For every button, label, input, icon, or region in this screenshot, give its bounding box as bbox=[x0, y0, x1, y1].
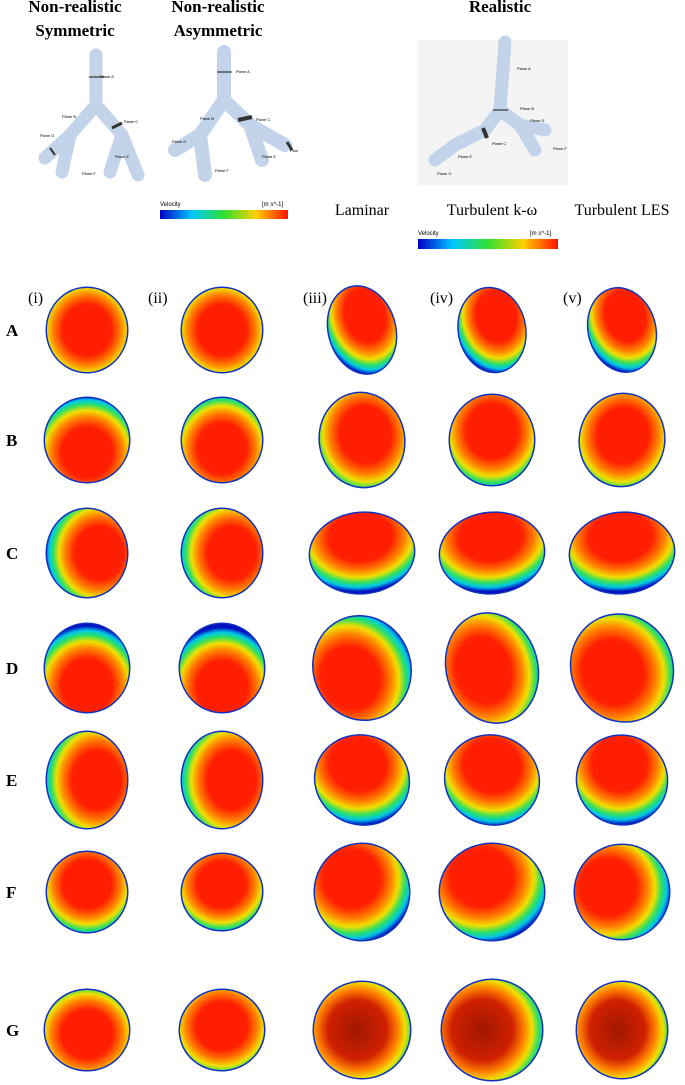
velocity-contour bbox=[182, 853, 262, 931]
method-label: Laminar bbox=[335, 202, 390, 219]
row-label: G bbox=[6, 1021, 19, 1040]
velocity-contour bbox=[579, 394, 665, 486]
airway-symmetric bbox=[38, 48, 145, 182]
method-label: Turbulent LES bbox=[575, 202, 670, 219]
plane-label: Plane E bbox=[115, 154, 129, 159]
velocity-contour bbox=[575, 845, 669, 939]
velocity-contour bbox=[440, 512, 544, 594]
airway-realistic bbox=[418, 35, 568, 185]
plane-label: Plan bbox=[290, 148, 298, 153]
row-label: E bbox=[6, 771, 17, 790]
header: Non-realistic bbox=[28, 0, 122, 16]
velocity-contour bbox=[445, 735, 539, 825]
velocity-contour bbox=[315, 735, 409, 825]
plane-label: Plane D bbox=[530, 118, 544, 123]
velocity-contour bbox=[442, 980, 542, 1080]
plane-label: Plane F bbox=[553, 146, 567, 151]
plane-label: Plane E bbox=[458, 154, 472, 159]
header: Asymmetric bbox=[174, 21, 263, 40]
plane-label: Plane F bbox=[215, 168, 229, 173]
plane-label: Plane E bbox=[262, 154, 276, 159]
column-label: (ii) bbox=[148, 290, 168, 307]
colorbar-title: Velocity bbox=[418, 231, 439, 237]
plane-label: Plane C bbox=[256, 117, 270, 122]
velocity-contour bbox=[450, 395, 534, 485]
plane-label: Plane C bbox=[492, 141, 506, 146]
method-label: Turbulent k-ω bbox=[447, 202, 537, 219]
velocity-contour bbox=[571, 614, 673, 722]
column-label: (v) bbox=[563, 290, 582, 307]
velocity-contour bbox=[47, 288, 127, 372]
velocity-contour bbox=[182, 732, 262, 828]
row-label: F bbox=[6, 883, 16, 902]
velocity-contour bbox=[570, 512, 674, 594]
velocity-contour bbox=[328, 286, 396, 374]
velocity-contour bbox=[577, 982, 667, 1078]
velocity-contour bbox=[310, 512, 414, 594]
plane-label: Plane A bbox=[100, 74, 114, 79]
plane-label: Plane B bbox=[62, 114, 76, 119]
plane-label: Plane C bbox=[124, 119, 138, 124]
row-label: A bbox=[6, 321, 19, 340]
column-label: (i) bbox=[28, 290, 43, 307]
velocity-contour bbox=[180, 989, 264, 1071]
plane-label: Plane A bbox=[517, 66, 531, 71]
velocity-contour bbox=[446, 613, 538, 723]
colorbar-title: Velocity bbox=[160, 202, 181, 208]
velocity-contour bbox=[319, 393, 405, 487]
velocity-contour bbox=[180, 624, 264, 712]
plane-label: Plane F bbox=[82, 171, 96, 176]
velocity-contour bbox=[588, 288, 656, 372]
velocity-contour bbox=[45, 990, 129, 1070]
velocity-contour bbox=[182, 288, 262, 372]
header: Symmetric bbox=[35, 21, 115, 40]
row-label: D bbox=[6, 659, 18, 678]
colorbar-unit: [m s^-1] bbox=[262, 202, 283, 208]
velocity-contour bbox=[45, 624, 129, 712]
velocity-contour bbox=[47, 852, 127, 932]
plane-label: Plane D bbox=[172, 139, 186, 144]
column-label: (iv) bbox=[430, 290, 453, 307]
header: Realistic bbox=[469, 0, 532, 16]
airway-asymmetric bbox=[168, 45, 294, 182]
plane-label: Plane G bbox=[437, 171, 451, 176]
plane-label: Plane B bbox=[200, 116, 214, 121]
colorbar bbox=[418, 239, 558, 249]
row-label: B bbox=[6, 431, 17, 450]
header: Non-realistic bbox=[171, 0, 265, 16]
plane-label: Plane B bbox=[520, 106, 534, 111]
velocity-contour bbox=[440, 844, 544, 940]
velocity-contour bbox=[314, 982, 410, 1078]
plane-label: Plane D bbox=[40, 133, 54, 138]
column-label: (iii) bbox=[303, 290, 327, 307]
velocity-contour bbox=[182, 509, 262, 597]
plane-label: Plane A bbox=[236, 69, 250, 74]
velocity-contour bbox=[458, 288, 526, 372]
colorbar bbox=[160, 210, 288, 219]
velocity-contour bbox=[314, 844, 410, 940]
velocity-contour bbox=[45, 398, 129, 482]
row-label: C bbox=[6, 544, 18, 563]
velocity-contour bbox=[182, 398, 262, 482]
velocity-contour bbox=[577, 735, 667, 825]
velocity-contour bbox=[313, 616, 411, 720]
velocity-contour bbox=[47, 732, 127, 828]
colorbar-unit: [m s^-1] bbox=[530, 231, 551, 237]
velocity-contour bbox=[47, 509, 127, 597]
